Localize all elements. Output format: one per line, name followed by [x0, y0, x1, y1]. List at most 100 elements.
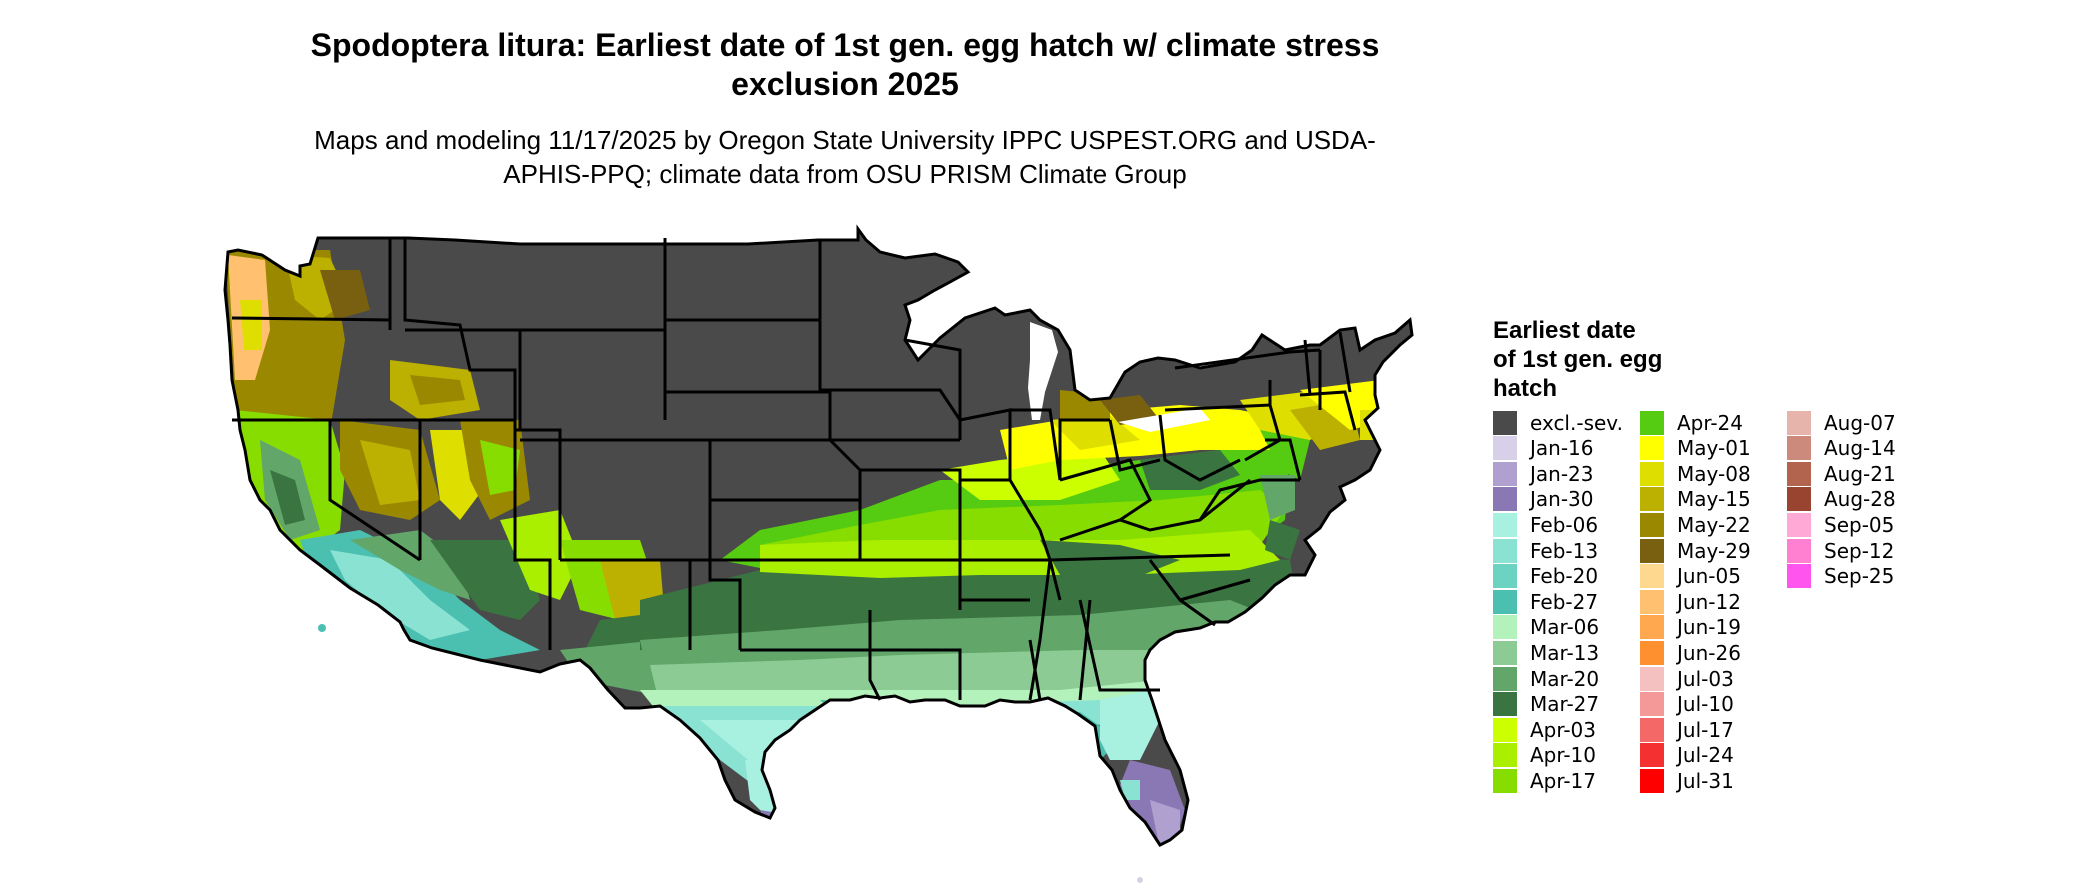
legend-title-line: of 1st gen. egg	[1493, 346, 1663, 373]
legend-item: Jan-30	[1493, 487, 1594, 512]
map-title: Spodoptera litura: Earliest date of 1st …	[310, 27, 1380, 102]
legend-swatch	[1640, 768, 1664, 793]
legend-item: Sep-05	[1787, 512, 1894, 537]
legend: excl.-sev. Jan-16 Jan-23 Jan-30 Feb-06 Feb-13…	[1493, 410, 1896, 800]
legend-item: Feb-06	[1493, 512, 1598, 537]
legend-item: Aug-21	[1787, 461, 1896, 486]
legend-label: Feb-06	[1530, 512, 1599, 537]
legend-item: Jun-19	[1640, 615, 1741, 640]
legend-item: May-22	[1640, 512, 1751, 537]
legend-item: Feb-20	[1493, 564, 1598, 589]
legend-item: Jun-05	[1640, 564, 1741, 589]
legend-label: Jun-05	[1677, 564, 1741, 589]
legend-swatch	[1640, 538, 1664, 563]
legend-title: Earliest date of 1st gen. egg hatch	[1493, 316, 1662, 403]
legend-label: Feb-20	[1530, 564, 1599, 589]
legend-swatch	[1640, 564, 1664, 589]
legend-item: May-29	[1640, 538, 1751, 563]
legend-swatch	[1640, 589, 1664, 614]
legend-item: Aug-07	[1787, 410, 1896, 435]
legend-label: May-01	[1677, 436, 1751, 461]
legend-swatch	[1640, 615, 1664, 640]
legend-swatch	[1493, 743, 1517, 768]
legend-item: Aug-14	[1787, 436, 1896, 461]
legend-label: May-15	[1677, 487, 1751, 512]
legend-swatch	[1493, 487, 1517, 512]
legend-swatch	[1493, 692, 1517, 717]
legend-swatch	[1640, 666, 1664, 691]
legend-item: Mar-27	[1493, 692, 1599, 717]
state-borders	[231, 238, 1357, 701]
legend-item: Jun-12	[1640, 589, 1741, 614]
legend-label: Mar-06	[1530, 615, 1600, 640]
legend-label: Aug-14	[1824, 436, 1896, 461]
legend-label: Aug-21	[1824, 461, 1896, 486]
legend-title-line: hatch	[1493, 375, 1558, 402]
legend-swatch	[1493, 564, 1517, 589]
legend-item: excl.-sev.	[1493, 410, 1623, 435]
legend-label: Sep-12	[1824, 538, 1895, 563]
legend-item: May-01	[1640, 436, 1751, 461]
legend-swatch	[1493, 538, 1517, 563]
legend-swatch	[1787, 512, 1811, 537]
lake-michigan	[1028, 322, 1058, 420]
legend-item: Mar-13	[1493, 640, 1599, 665]
legend-label: Jun-26	[1677, 640, 1741, 665]
legend-swatch	[1787, 436, 1811, 461]
legend-swatch	[1640, 512, 1664, 537]
legend-label: Mar-20	[1530, 666, 1600, 691]
legend-item: May-08	[1640, 461, 1751, 486]
legend-label: May-29	[1677, 538, 1751, 563]
legend-label: Mar-13	[1530, 640, 1600, 665]
legend-swatch	[1640, 410, 1664, 435]
legend-swatch	[1493, 589, 1517, 614]
legend-label: Apr-10	[1530, 743, 1596, 768]
lake-huron	[1095, 340, 1120, 395]
legend-item: Sep-12	[1787, 538, 1894, 563]
legend-label: Jun-12	[1677, 589, 1741, 614]
legend-item: Jul-17	[1640, 717, 1734, 742]
legend-item: Apr-10	[1493, 743, 1596, 768]
legend-label: Jul-24	[1677, 743, 1734, 768]
legend-swatch	[1787, 461, 1811, 486]
legend-item: Jun-26	[1640, 640, 1741, 665]
legend-label: Jun-19	[1677, 615, 1741, 640]
legend-swatch	[1493, 640, 1517, 665]
legend-swatch	[1787, 538, 1811, 563]
legend-label: Feb-13	[1530, 538, 1599, 563]
legend-label: Aug-07	[1824, 410, 1896, 435]
legend-item: Mar-20	[1493, 666, 1599, 691]
legend-swatch	[1493, 717, 1517, 742]
legend-item: Apr-24	[1640, 410, 1743, 435]
legend-item: Jul-24	[1640, 743, 1734, 768]
legend-label: May-08	[1677, 461, 1751, 486]
legend-item: Sep-25	[1787, 564, 1894, 589]
legend-label: Jan-16	[1530, 436, 1594, 461]
legend-item: Mar-06	[1493, 615, 1599, 640]
legend-item: Jul-31	[1640, 768, 1734, 793]
legend-label: Sep-25	[1824, 564, 1895, 589]
legend-swatch	[1640, 717, 1664, 742]
legend-swatch	[1493, 461, 1517, 486]
legend-label: May-22	[1677, 512, 1751, 537]
lake-erie	[1118, 408, 1210, 432]
legend-label: Aug-28	[1824, 487, 1896, 512]
map-subtitle: Maps and modeling 11/17/2025 by Oregon S…	[314, 125, 1376, 189]
legend-swatch	[1493, 410, 1517, 435]
legend-label: Jan-30	[1530, 487, 1594, 512]
legend-item: Jul-03	[1640, 666, 1734, 691]
legend-item: Apr-17	[1493, 768, 1596, 793]
legend-label: Apr-03	[1530, 717, 1596, 742]
legend-label: Jan-23	[1530, 461, 1594, 486]
legend-swatch	[1787, 487, 1811, 512]
legend-label: Mar-27	[1530, 692, 1600, 717]
legend-label: Apr-17	[1530, 768, 1596, 793]
legend-swatch	[1640, 692, 1664, 717]
florida-keys	[1137, 877, 1143, 883]
legend-swatch	[1493, 768, 1517, 793]
legend-swatch	[1640, 461, 1664, 486]
legend-label: Jul-31	[1677, 768, 1734, 793]
legend-swatch	[1640, 640, 1664, 665]
legend-swatch	[1640, 487, 1664, 512]
